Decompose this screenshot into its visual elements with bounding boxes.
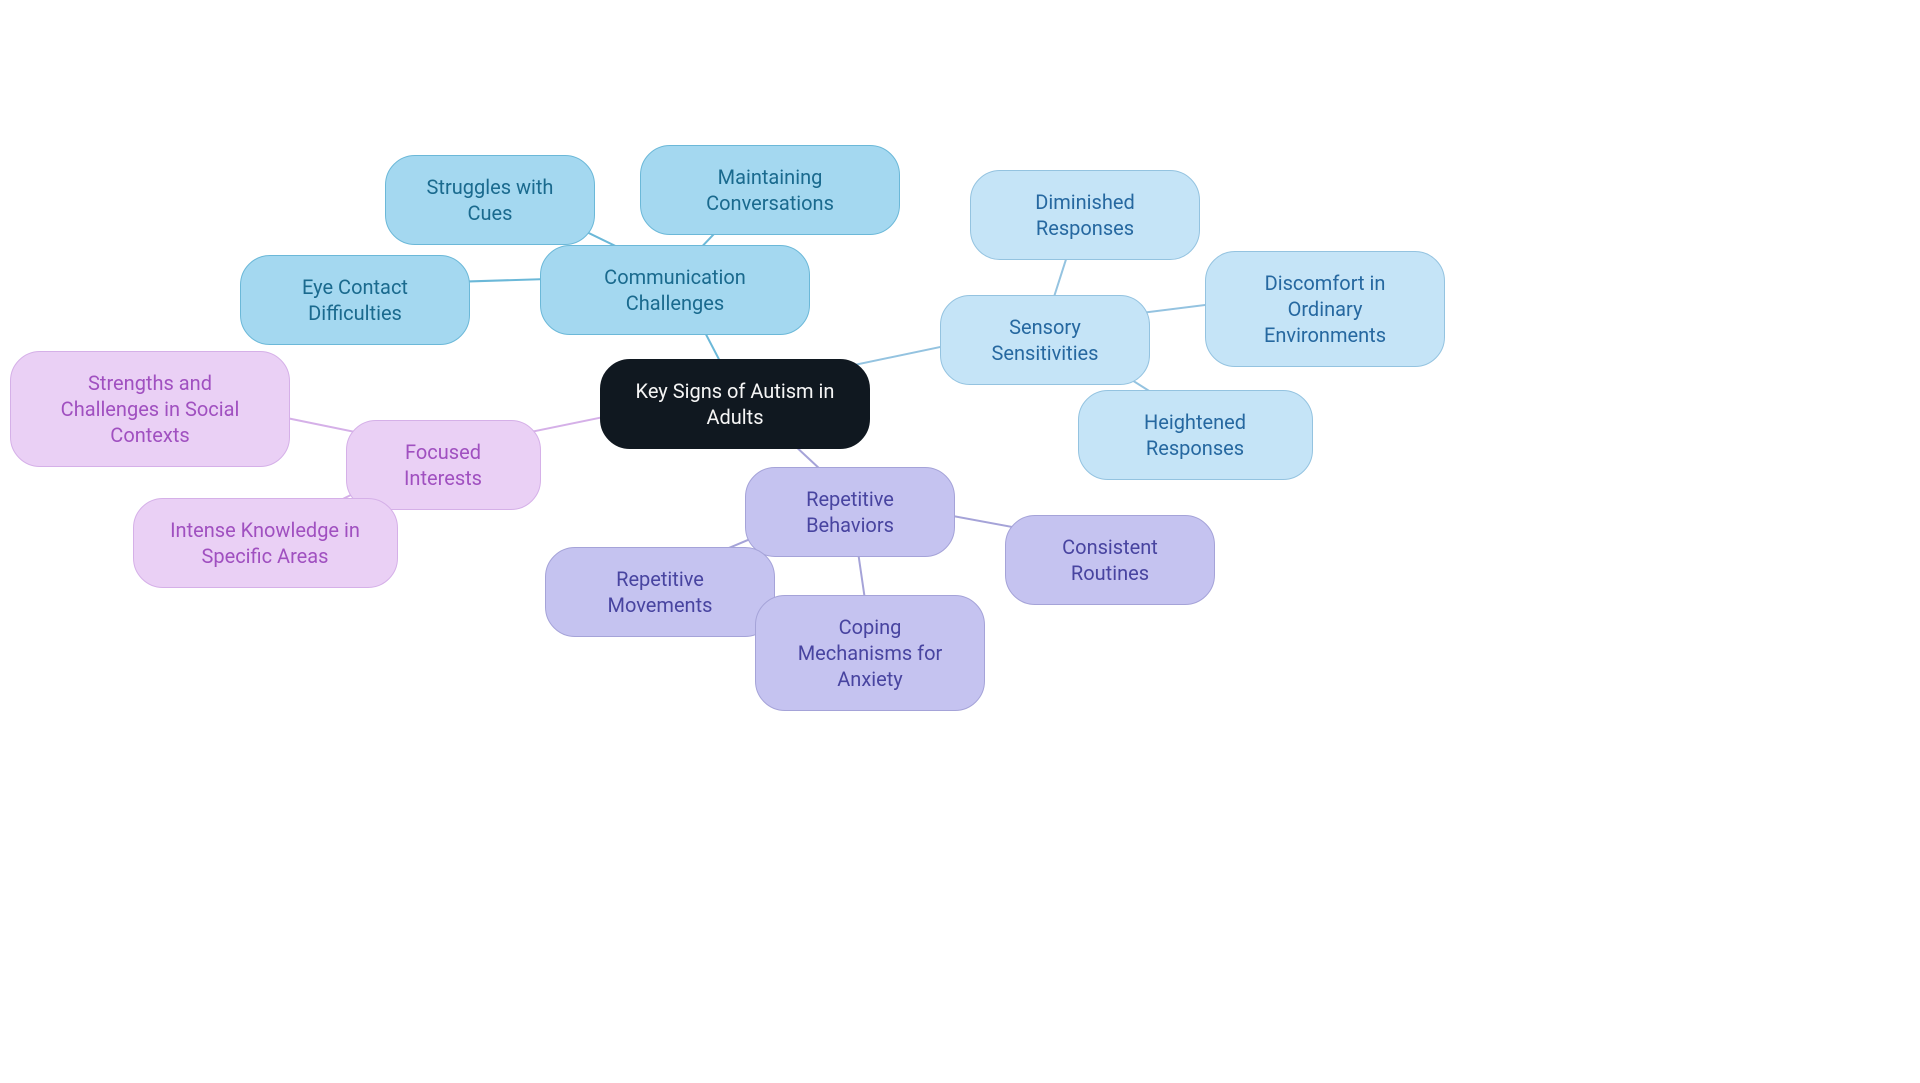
child-routine: Consistent Routines (1005, 515, 1215, 605)
child-intense: Intense Knowledge in Specific Areas (133, 498, 398, 588)
child-eye: Eye Contact Difficulties (240, 255, 470, 345)
child-cues: Struggles with Cues (385, 155, 595, 245)
child-strengths: Strengths and Challenges in Social Conte… (10, 351, 290, 467)
child-conv: Maintaining Conversations (640, 145, 900, 235)
child-moves: Repetitive Movements (545, 547, 775, 637)
branch-repet: Repetitive Behaviors (745, 467, 955, 557)
branch-focused: Focused Interests (346, 420, 541, 510)
child-dimin: Diminished Responses (970, 170, 1200, 260)
branch-sensory: Sensory Sensitivities (940, 295, 1150, 385)
center-node: Key Signs of Autism in Adults (600, 359, 870, 449)
branch-comm: Communication Challenges (540, 245, 810, 335)
child-cope: Coping Mechanisms for Anxiety (755, 595, 985, 711)
child-height: Heightened Responses (1078, 390, 1313, 480)
child-discomf: Discomfort in Ordinary Environments (1205, 251, 1445, 367)
